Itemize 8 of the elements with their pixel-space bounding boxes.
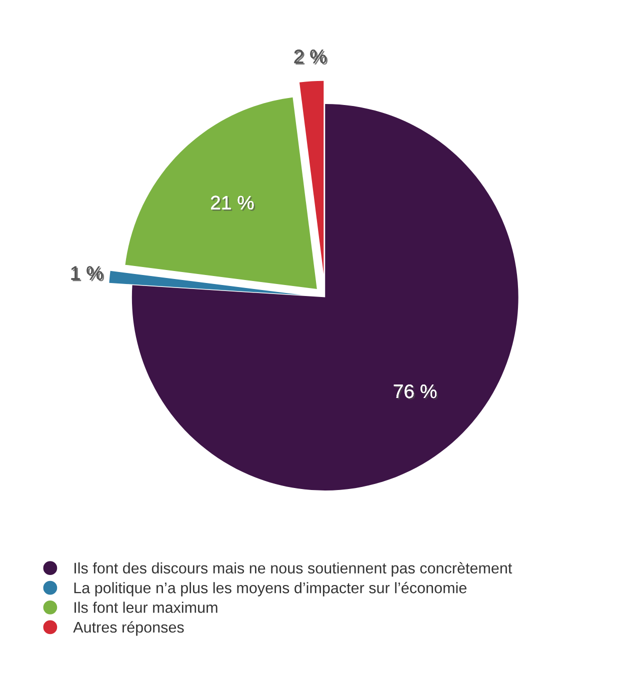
data-label: 21 % <box>211 196 256 211</box>
data-label: 76 % <box>394 384 438 400</box>
legend-label: Autres réponses <box>73 621 184 636</box>
data-label: 2 % <box>294 50 328 65</box>
legend-label: La politique n’a plus les moyens d’impacter sur l’économie <box>74 582 466 596</box>
legend-label: Ils font des discours mais ne nous soutiennent pas concrètement <box>74 562 512 577</box>
legend-label: Ils font leur maximum <box>74 602 218 613</box>
data-label: 1 % <box>71 266 104 282</box>
